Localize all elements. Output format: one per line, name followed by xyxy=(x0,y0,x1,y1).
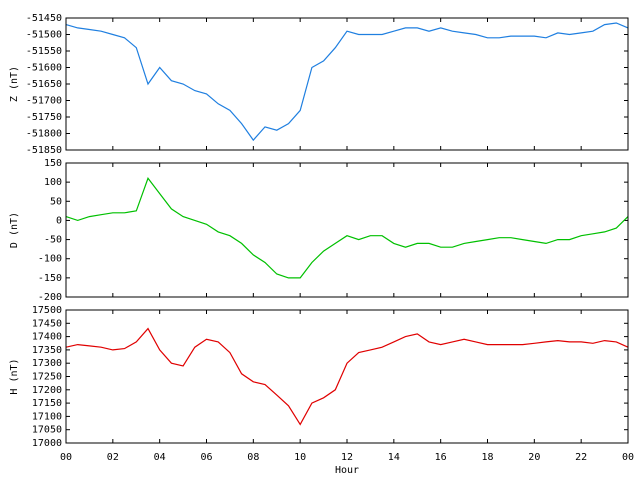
y-tick-label: -150 xyxy=(38,273,62,284)
x-tick-label: 00 xyxy=(60,452,72,463)
y-tick-label: 150 xyxy=(44,158,62,169)
y-tick-label: 17500 xyxy=(32,305,62,316)
y-tick-label: -51800 xyxy=(26,129,62,140)
y-tick-label: 50 xyxy=(50,196,62,207)
y-tick-label: 17000 xyxy=(32,438,62,449)
x-tick-label: 02 xyxy=(107,452,119,463)
y-tick-label: 17050 xyxy=(32,425,62,436)
data-line xyxy=(65,177,629,279)
y-tick-label: 17150 xyxy=(32,398,62,409)
y-tick-label: 17250 xyxy=(32,372,62,383)
y-tick-label: 17350 xyxy=(32,345,62,356)
y-axis-label: D (nT) xyxy=(9,212,20,248)
y-tick-label: -51550 xyxy=(26,46,62,57)
plot-frame xyxy=(65,162,629,298)
x-tick-label: 00 xyxy=(622,452,634,463)
y-tick-label: -51450 xyxy=(26,13,62,24)
y-tick-label: 17400 xyxy=(32,332,62,343)
plot-frame xyxy=(65,309,629,444)
y-tick-label: 0 xyxy=(56,215,62,226)
x-tick-label: 12 xyxy=(341,452,353,463)
y-tick-label: -51600 xyxy=(26,63,62,74)
x-tick-label: 10 xyxy=(294,452,306,463)
y-axis-label: Z (nT) xyxy=(9,66,20,102)
y-tick-label: -51700 xyxy=(26,96,62,107)
x-tick-label: 16 xyxy=(435,452,447,463)
y-tick-label: -100 xyxy=(38,254,62,265)
y-tick-label: 17300 xyxy=(32,358,62,369)
y-tick-label: -200 xyxy=(38,292,62,303)
x-axis-label: Hour xyxy=(335,465,359,476)
data-line xyxy=(65,22,629,142)
y-tick-label: -51850 xyxy=(26,145,62,156)
y-axis-label: H (nT) xyxy=(9,358,20,394)
y-tick-label: -51750 xyxy=(26,112,62,123)
x-tick-label: 06 xyxy=(200,452,212,463)
plot-frame xyxy=(65,17,629,151)
y-tick-label: 17450 xyxy=(32,318,62,329)
y-tick-label: 100 xyxy=(44,177,62,188)
y-tick-label: 17200 xyxy=(32,385,62,396)
y-tick-label: -50 xyxy=(44,235,62,246)
x-tick-label: 20 xyxy=(528,452,540,463)
y-tick-label: 17100 xyxy=(32,411,62,422)
x-tick-label: 04 xyxy=(154,452,166,463)
x-tick-label: 08 xyxy=(247,452,259,463)
data-line xyxy=(65,327,629,426)
y-tick-label: -51500 xyxy=(26,30,62,41)
x-tick-label: 22 xyxy=(575,452,587,463)
x-tick-label: 14 xyxy=(388,452,400,463)
x-tick-label: 18 xyxy=(481,452,493,463)
y-tick-label: -51650 xyxy=(26,79,62,90)
